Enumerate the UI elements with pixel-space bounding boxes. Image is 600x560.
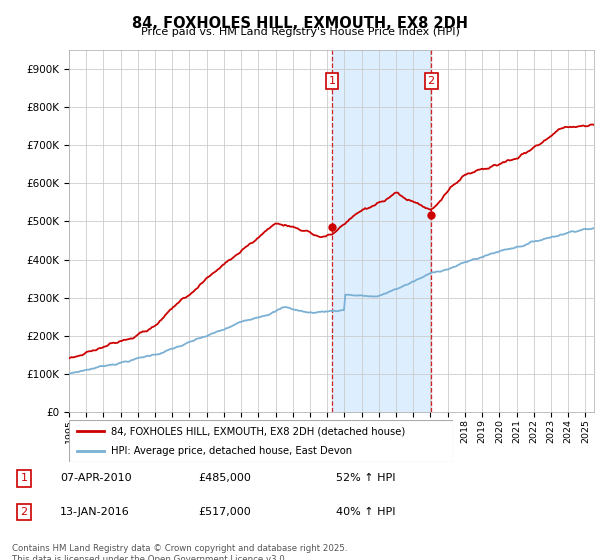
- Text: HPI: Average price, detached house, East Devon: HPI: Average price, detached house, East…: [111, 446, 352, 456]
- Text: 2: 2: [428, 76, 435, 86]
- Text: 2: 2: [20, 507, 28, 517]
- Text: Contains HM Land Registry data © Crown copyright and database right 2025.
This d: Contains HM Land Registry data © Crown c…: [12, 544, 347, 560]
- FancyBboxPatch shape: [69, 420, 453, 462]
- Text: £485,000: £485,000: [198, 473, 251, 483]
- Text: 1: 1: [20, 473, 28, 483]
- Text: 1: 1: [328, 76, 335, 86]
- Text: 84, FOXHOLES HILL, EXMOUTH, EX8 2DH (detached house): 84, FOXHOLES HILL, EXMOUTH, EX8 2DH (det…: [111, 426, 406, 436]
- Text: Price paid vs. HM Land Registry's House Price Index (HPI): Price paid vs. HM Land Registry's House …: [140, 27, 460, 37]
- Text: 07-APR-2010: 07-APR-2010: [60, 473, 131, 483]
- Text: 40% ↑ HPI: 40% ↑ HPI: [336, 507, 395, 517]
- Text: 52% ↑ HPI: 52% ↑ HPI: [336, 473, 395, 483]
- Text: 13-JAN-2016: 13-JAN-2016: [60, 507, 130, 517]
- Text: 84, FOXHOLES HILL, EXMOUTH, EX8 2DH: 84, FOXHOLES HILL, EXMOUTH, EX8 2DH: [132, 16, 468, 31]
- Text: £517,000: £517,000: [198, 507, 251, 517]
